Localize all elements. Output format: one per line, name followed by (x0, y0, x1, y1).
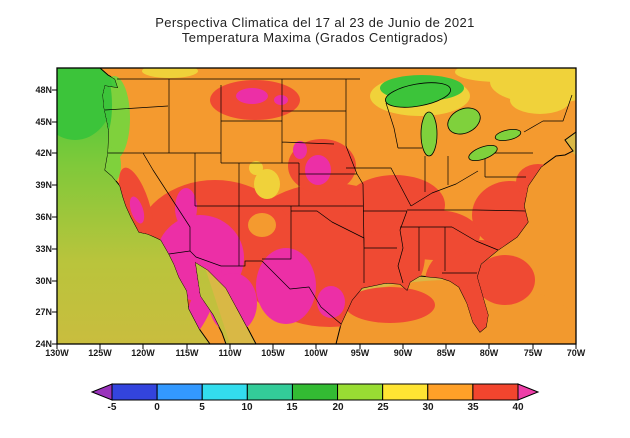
colorbar-segment (201, 383, 248, 401)
temp-region (510, 86, 570, 114)
colorbar-segment (337, 383, 384, 401)
longitude-tick-label: 105W (261, 348, 285, 358)
colorbar-segment (427, 383, 474, 401)
boundaries-layer (104, 78, 573, 325)
lake-ontario (494, 129, 522, 141)
colorbar-segment (472, 383, 519, 401)
colorbar-tick-label: 20 (332, 402, 344, 413)
lake-huron (447, 107, 481, 135)
colorbar-tick-label: 35 (467, 402, 479, 413)
gulf-nearshore-hot (345, 287, 435, 323)
colorbar-left-arrow (90, 383, 113, 401)
longitude-tick-label: 110W (218, 348, 242, 358)
temp-region (305, 155, 331, 185)
colorbar-tick-label: 30 (422, 402, 434, 413)
colorbar-tick-label: 40 (512, 402, 524, 413)
temp-region (142, 68, 198, 78)
temp-region (248, 213, 276, 237)
temp-region (293, 141, 307, 159)
colorbar (90, 383, 540, 401)
colorbar-segment (111, 383, 158, 401)
temp-region (129, 196, 145, 224)
pacific-nw-cool-patch (57, 68, 113, 140)
latitude-tick-label: 24N (35, 339, 52, 349)
latitude-tick-label: 33N (35, 244, 52, 254)
axis-ticks (52, 89, 577, 349)
longitude-tick-label: 80W (479, 348, 499, 358)
longitude-tick-label: 95W (350, 348, 370, 358)
lake-erie (468, 144, 498, 162)
temp-region (274, 95, 288, 105)
colorbar-tick-label: -5 (107, 402, 117, 413)
latitude-tick-label: 48N (35, 85, 52, 95)
longitude-tick-label: 90W (393, 348, 413, 358)
lake-superior (385, 82, 451, 108)
state-boundaries (104, 79, 533, 284)
longitude-tick-label: 75W (523, 348, 543, 358)
colorbar-tick-label: 25 (377, 402, 389, 413)
longitude-tick-label: 70W (566, 348, 586, 358)
latitude-tick-label: 42N (35, 148, 52, 158)
temp-region (317, 286, 345, 318)
longitude-tick-label: 100W (304, 348, 328, 358)
colorbar-right-arrow (517, 383, 540, 401)
colorbar-tick-label: 15 (286, 402, 298, 413)
temp-region (455, 68, 545, 82)
latitude-tick-label: 45N (35, 117, 52, 127)
latitude-tick-label: 30N (35, 276, 52, 286)
y-axis-ticks (52, 89, 57, 345)
temp-region (256, 248, 316, 324)
colorbar-segment (156, 383, 203, 401)
lake-michigan (420, 111, 438, 157)
temp-region (236, 88, 268, 104)
longitude-tick-label: 115W (175, 348, 199, 358)
colorbar-segment (246, 383, 293, 401)
colorbar-tick-label: 10 (241, 402, 253, 413)
x-axis-ticks (56, 344, 577, 349)
temp-region (390, 210, 480, 260)
map-title-line1: Perspectiva Climatica del 17 al 23 de Ju… (155, 15, 475, 30)
se-coast-nearshore-hot (475, 255, 535, 305)
temp-region (254, 169, 280, 199)
mexico-border (168, 250, 342, 325)
longitude-tick-label: 85W (436, 348, 456, 358)
latitude-tick-label: 27N (35, 307, 52, 317)
colorbar-tick-label: 5 (199, 402, 205, 413)
map-title-line2: Temperatura Maxima (Grados Centigrados) (181, 30, 449, 45)
canada-border (117, 78, 573, 133)
latitude-tick-label: 39N (35, 180, 52, 190)
colorbar-tick-label: 0 (154, 402, 160, 413)
great-lakes (385, 82, 522, 162)
temp-region (175, 188, 197, 228)
colorbar-segment (291, 383, 339, 401)
longitude-tick-label: 120W (131, 348, 155, 358)
colorbar-segment (382, 383, 429, 401)
temp-region (249, 161, 263, 175)
longitude-tick-label: 130W (45, 348, 69, 358)
longitude-tick-label: 125W (88, 348, 112, 358)
latitude-tick-label: 36N (35, 212, 52, 222)
